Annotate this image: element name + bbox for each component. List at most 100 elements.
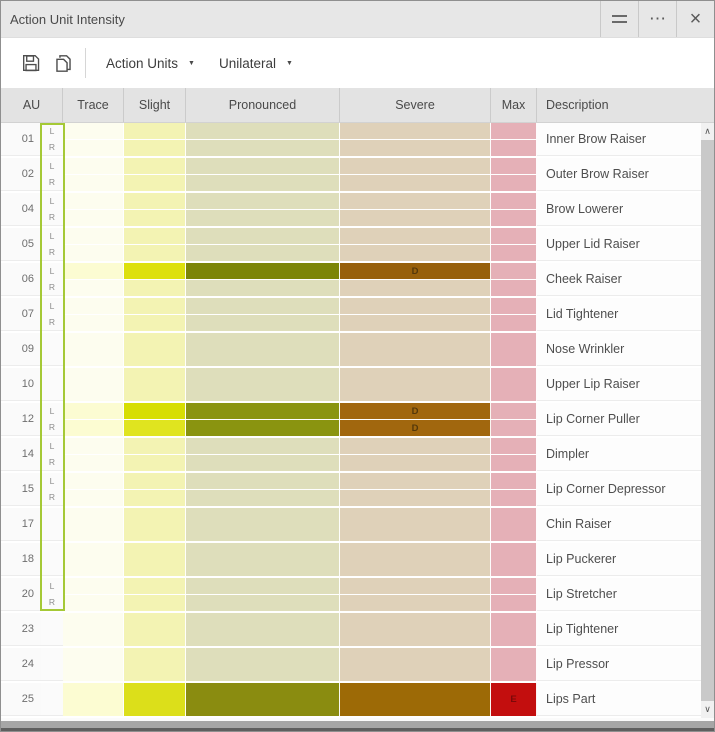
intensity-cell-severe — [340, 158, 491, 174]
action-units-dropdown[interactable]: Action Units ▼ — [94, 50, 207, 77]
lr-side-cell — [41, 543, 63, 576]
intensity-cell-max — [491, 175, 537, 191]
side-label: L — [49, 476, 55, 486]
intensity-cell-max — [491, 473, 537, 489]
intensity-cell-trace — [63, 175, 124, 191]
table-row-au-15[interactable]: 15 L R Lip Corner Depressor — [1, 473, 701, 508]
intensity-strip — [63, 210, 537, 226]
table-row-au-24[interactable]: 24 Lip Pressor — [1, 648, 701, 683]
table-row-au-01[interactable]: 01 L R Inner Brow Raiser — [1, 123, 701, 158]
table-row-au-02[interactable]: 02 L R Outer Brow Raiser — [1, 158, 701, 193]
au-description: Lip Tightener — [537, 613, 701, 646]
more-options-button[interactable]: ⋯ — [638, 1, 676, 37]
intensity-strip: D — [63, 263, 537, 279]
au-number: 14 — [1, 438, 41, 471]
table-row-au-14[interactable]: 14 L R Dimpler — [1, 438, 701, 473]
au-number: 18 — [1, 543, 41, 576]
unilateral-dropdown[interactable]: Unilateral ▼ — [207, 50, 305, 77]
intensity-cell-pronounced — [186, 543, 340, 576]
intensity-strip — [63, 280, 537, 296]
intensity-strips — [63, 298, 537, 331]
intensity-strips — [63, 578, 537, 611]
intensity-cell-pronounced — [186, 648, 340, 681]
table-row-au-17[interactable]: 17 Chin Raiser — [1, 508, 701, 543]
au-number: 20 — [1, 578, 41, 611]
intensity-strip — [63, 315, 537, 331]
close-button[interactable]: × — [676, 1, 714, 37]
intensity-cell-pronounced — [186, 245, 340, 261]
intensity-cell-trace — [63, 245, 124, 261]
intensity-cell-pronounced — [186, 193, 340, 209]
intensity-cell-trace — [63, 280, 124, 296]
intensity-cell-pronounced — [186, 613, 340, 646]
side-label: L — [49, 196, 55, 206]
copy-button[interactable] — [47, 47, 79, 79]
intensity-cell-severe: D — [340, 403, 491, 419]
table-row-au-07[interactable]: 07 L R Lid Tightener — [1, 298, 701, 333]
au-description: Lid Tightener — [537, 298, 701, 331]
intensity-cell-severe — [340, 210, 491, 226]
au-number: 09 — [1, 333, 41, 366]
table-row-au-25[interactable]: 25 E Lips Part — [1, 683, 701, 718]
table-row-au-23[interactable]: 23 Lip Tightener — [1, 613, 701, 648]
scroll-up-button[interactable]: ∧ — [701, 123, 714, 140]
table-row-au-09[interactable]: 09 Nose Wrinkler — [1, 333, 701, 368]
intensity-cell-severe — [340, 578, 491, 594]
vertical-scrollbar[interactable]: ∧ ∨ — [701, 123, 714, 718]
table-row-au-04[interactable]: 04 L R Brow Lowerer — [1, 193, 701, 228]
menu-icon — [612, 15, 627, 23]
scrollbar-track[interactable] — [701, 140, 714, 701]
table-row-au-18[interactable]: 18 Lip Puckerer — [1, 543, 701, 578]
intensity-cell-slight — [124, 315, 186, 331]
scroll-down-button[interactable]: ∨ — [701, 701, 714, 718]
intensity-cell-max — [491, 333, 537, 366]
intensity-cell-trace — [63, 403, 124, 419]
menu-button[interactable] — [600, 1, 638, 37]
intensity-cell-severe — [340, 193, 491, 209]
close-icon: × — [689, 7, 702, 30]
au-description: Brow Lowerer — [537, 193, 701, 226]
au-number: 10 — [1, 368, 41, 401]
au-description: Lip Corner Depressor — [537, 473, 701, 506]
intensity-cell-max — [491, 420, 537, 436]
table-row-au-12[interactable]: 12 L R D D Lip Corner Puller — [1, 403, 701, 438]
lr-side-cell — [41, 683, 63, 716]
intensity-cell-pronounced — [186, 140, 340, 156]
intensity-cell-trace — [63, 123, 124, 139]
intensity-strips — [63, 123, 537, 156]
table-row-au-05[interactable]: 05 L R Upper Lid Raiser — [1, 228, 701, 263]
copy-icon — [55, 54, 71, 72]
intensity-cell-severe — [340, 455, 491, 471]
intensity-strips — [63, 368, 537, 401]
side-label: L — [49, 231, 55, 241]
intensity-cell-pronounced — [186, 123, 340, 139]
intensity-strip — [63, 158, 537, 174]
intensity-cell-max — [491, 140, 537, 156]
side-label: R — [48, 212, 56, 222]
intensity-cell-slight — [124, 508, 186, 541]
table-row-au-06[interactable]: 06 L R D Cheek Raiser — [1, 263, 701, 298]
intensity-cell-severe — [340, 473, 491, 489]
au-description: Chin Raiser — [537, 508, 701, 541]
intensity-cell-trace — [63, 210, 124, 226]
intensity-cell-slight — [124, 175, 186, 191]
table-row-au-10[interactable]: 10 Upper Lip Raiser — [1, 368, 701, 403]
save-button[interactable] — [15, 47, 47, 79]
intensity-cell-max — [491, 508, 537, 541]
side-label — [41, 648, 63, 680]
lr-side-cell — [41, 508, 63, 541]
intensity-cell-trace — [63, 193, 124, 209]
side-label — [41, 543, 63, 575]
side-label: R — [48, 422, 56, 432]
table-row-au-20[interactable]: 20 L R Lip Stretcher — [1, 578, 701, 613]
intensity-strips — [63, 158, 537, 191]
intensity-strips: D — [63, 263, 537, 296]
intensity-cell-slight — [124, 595, 186, 611]
intensity-cell-max — [491, 263, 537, 279]
intensity-cell-slight — [124, 438, 186, 454]
table-body: ∧ ∨ 01 L R Inner Brow Raiser 02 L R Outer Brow … — [1, 123, 714, 718]
